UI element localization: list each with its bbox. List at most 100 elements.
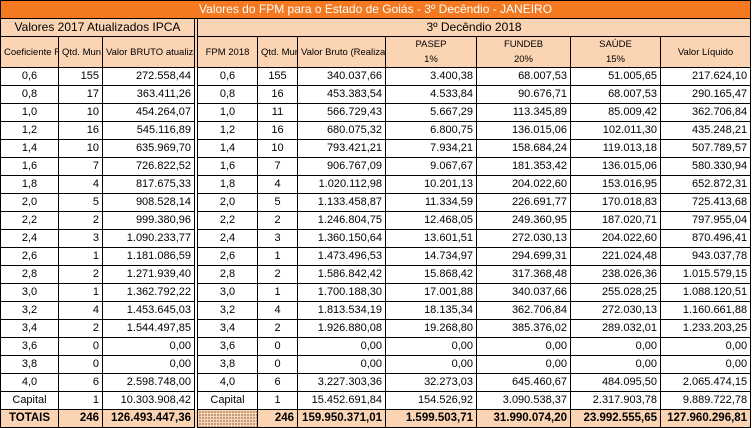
- table-row: 3,4 2 1.544.497,85 3,4 2 1.926.880,08 19.268,8…: [0, 319, 752, 338]
- cell-coef: 2,4: [0, 229, 59, 248]
- cell-qtd-mun-2018: 2: [257, 265, 298, 284]
- cell-fundeb: 181.353,42: [476, 157, 571, 176]
- cell-fundeb: 158.684,24: [476, 139, 571, 158]
- cell-fundeb: 362.706,84: [476, 301, 571, 320]
- cell-saude: 136.015,06: [570, 157, 661, 176]
- cell-qtd-mun-2017: 1: [58, 247, 103, 266]
- cell-fpm-2018: 4,0: [197, 373, 258, 392]
- cell-qtd-mun-2017: 16: [58, 121, 103, 140]
- cell-coef: 3,6: [0, 337, 59, 356]
- cell-qtd-mun-2017: 10: [58, 139, 103, 158]
- header-coef: Coeficiente FPM 2017: [0, 36, 59, 68]
- table-row: 3,8 0 0,00 3,8 0 0,00 0,00 0,00 0,00 0,00: [0, 355, 752, 374]
- header-qtd-mun-2017: Qtd. Mun.: [58, 36, 103, 68]
- header-valor-liquido: Valor Líquido: [659, 36, 752, 68]
- totals-fundeb: 31.990.074,20: [476, 409, 571, 428]
- totals-valor-bruto: 159.950.371,01: [297, 409, 386, 428]
- cell-fundeb: 3.090.538,37: [476, 391, 571, 410]
- cell-fundeb: 385.376,02: [476, 319, 571, 338]
- cell-pasep: 15.868,42: [385, 265, 477, 284]
- cell-qtd-mun-2018: 16: [257, 121, 298, 140]
- cell-valor-liquido: 435.248,21: [659, 121, 752, 140]
- header-saude-pct: 15%: [605, 54, 625, 65]
- cell-saude: 272.030,13: [570, 301, 661, 320]
- cell-qtd-mun-2018: 1: [257, 391, 298, 410]
- cell-valor-liquido: 362.706,84: [659, 103, 752, 122]
- cell-fpm-2018: 2,6: [197, 247, 258, 266]
- cell-valor-bruto: 1.813.534,19: [297, 301, 386, 320]
- header-fpm-2018: FPM 2018: [197, 36, 258, 68]
- left-group-title: Valores 2017 Atualizados IPCA: [0, 18, 195, 37]
- cell-fundeb: 272.030,13: [476, 229, 571, 248]
- cell-saude: 204.022,60: [570, 229, 661, 248]
- table-row: 3,2 4 1.453.645,03 3,2 4 1.813.534,19 18.135,3…: [0, 301, 752, 320]
- table-row: 1,0 10 454.264,07 1,0 11 566.729,43 5.667,29 11…: [0, 103, 752, 122]
- cell-fundeb: 249.360,95: [476, 211, 571, 230]
- cell-pasep: 10.201,13: [385, 175, 477, 194]
- table-row: 2,2 2 999.380,96 2,2 2 1.246.804,75 12.468,05 2…: [0, 211, 752, 230]
- cell-qtd-mun-2018: 6: [257, 373, 298, 392]
- cell-fpm-2018: 3,0: [197, 283, 258, 302]
- cell-qtd-mun-2018: 16: [257, 85, 298, 104]
- cell-pasep: 14.734,97: [385, 247, 477, 266]
- cell-qtd-mun-2017: 0: [58, 337, 103, 356]
- totals-saude: 23.992.555,65: [570, 409, 661, 428]
- cell-fpm-2018: 0,6: [197, 67, 258, 86]
- cell-saude: 289.032,01: [570, 319, 661, 338]
- cell-fpm-2018: 2,2: [197, 211, 258, 230]
- cell-fpm-2018: 1,8: [197, 175, 258, 194]
- cell-qtd-mun-2017: 3: [58, 229, 103, 248]
- table-row: 1,4 10 635.969,70 1,4 10 793.421,21 7.934,21 15…: [0, 139, 752, 158]
- cell-fpm-2018: 3,8: [197, 355, 258, 374]
- cell-pasep: 5.667,29: [385, 103, 477, 122]
- cell-valor-liquido: 1.015.579,15: [659, 265, 752, 284]
- cell-valor-liquido: 290.165,47: [659, 85, 752, 104]
- cell-valor-liquido: 217.624,10: [659, 67, 752, 86]
- cell-valor-liquido: 1.160.661,88: [659, 301, 752, 320]
- cell-valor-bruto-ipca: 272.558,44: [102, 67, 195, 86]
- cell-fundeb: 294.699,31: [476, 247, 571, 266]
- cell-valor-bruto: 1.020.112,98: [297, 175, 386, 194]
- cell-qtd-mun-2018: 1: [257, 247, 298, 266]
- cell-fundeb: 226.691,77: [476, 193, 571, 212]
- cell-qtd-mun-2017: 4: [58, 175, 103, 194]
- table-row: 1,8 4 817.675,33 1,8 4 1.020.112,98 10.201,13 2…: [0, 175, 752, 194]
- cell-fundeb: 645.460,67: [476, 373, 571, 392]
- cell-valor-bruto-ipca: 817.675,33: [102, 175, 195, 194]
- cell-qtd-mun-2017: 5: [58, 193, 103, 212]
- cell-valor-bruto-ipca: 2.598.748,00: [102, 373, 195, 392]
- cell-saude: 102.011,30: [570, 121, 661, 140]
- cell-qtd-mun-2018: 2: [257, 211, 298, 230]
- cell-qtd-mun-2018: 3: [257, 229, 298, 248]
- cell-valor-bruto: 1.360.150,64: [297, 229, 386, 248]
- cell-valor-bruto-ipca: 10.303.908,42: [102, 391, 195, 410]
- cell-valor-bruto: 1.926.880,08: [297, 319, 386, 338]
- cell-coef: 3,8: [0, 355, 59, 374]
- right-group-title: 3º Decêndio 2018: [196, 18, 752, 37]
- cell-valor-bruto-ipca: 454.264,07: [102, 103, 195, 122]
- cell-saude: 484.095,50: [570, 373, 661, 392]
- title-row: Valores do FPM para o Estado de Goiás - …: [0, 0, 752, 19]
- cell-pasep: 6.800,75: [385, 121, 477, 140]
- cell-valor-bruto-ipca: 1.362.792,22: [102, 283, 195, 302]
- cell-fpm-2018: 2,4: [197, 229, 258, 248]
- header-pasep: PASEP 1%: [385, 36, 477, 68]
- cell-valor-liquido: 0,00: [659, 337, 752, 356]
- cell-coef: 1,2: [0, 121, 59, 140]
- cell-saude: 170.018,83: [570, 193, 661, 212]
- header-saude: SAÚDE 15%: [570, 36, 661, 68]
- cell-fpm-2018: 2,0: [197, 193, 258, 212]
- cell-valor-bruto: 15.452.691,84: [297, 391, 386, 410]
- cell-coef: 0,8: [0, 85, 59, 104]
- cell-fundeb: 340.037,66: [476, 283, 571, 302]
- cell-valor-liquido: 507.789,57: [659, 139, 752, 158]
- table-row: 3,0 1 1.362.792,22 3,0 1 1.700.188,30 17.001,8…: [0, 283, 752, 302]
- cell-fpm-2018: 3,2: [197, 301, 258, 320]
- cell-coef: 3,0: [0, 283, 59, 302]
- cell-qtd-mun-2017: 1: [58, 283, 103, 302]
- cell-coef: 2,0: [0, 193, 59, 212]
- cell-saude: 238.026,36: [570, 265, 661, 284]
- group-header-row: Valores 2017 Atualizados IPCA 3º Decêndi…: [0, 18, 752, 37]
- cell-valor-liquido: 797.955,04: [659, 211, 752, 230]
- cell-valor-bruto-ipca: 545.116,89: [102, 121, 195, 140]
